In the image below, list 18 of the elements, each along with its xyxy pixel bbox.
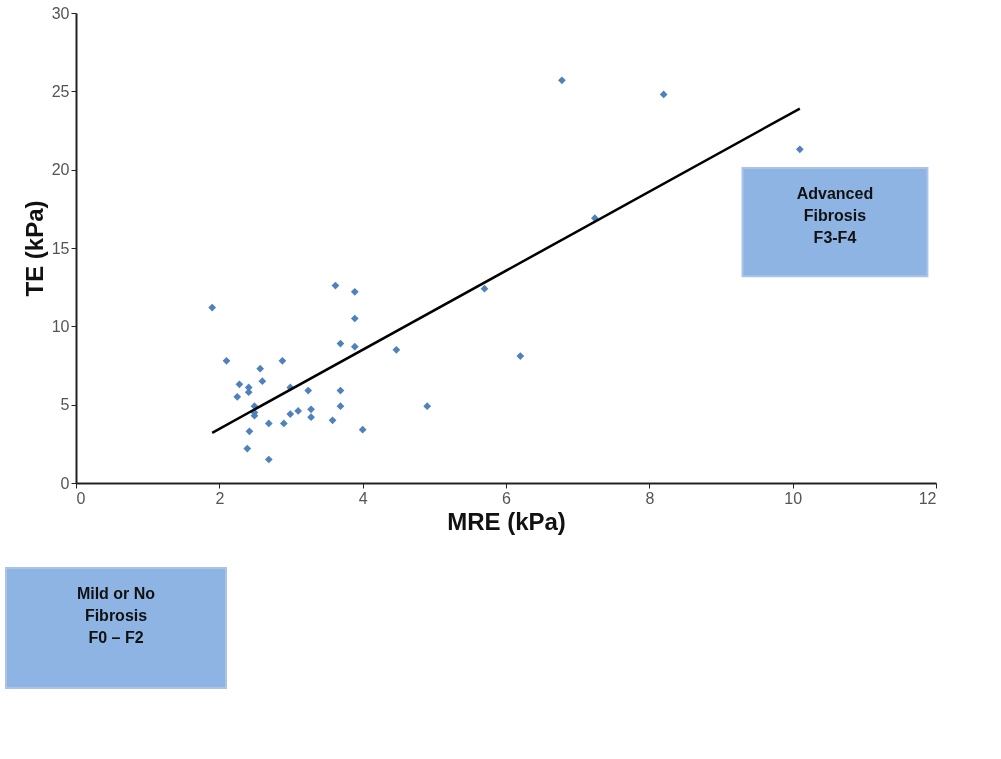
x-tick-label: 10	[784, 489, 803, 507]
annotation: Advanced Fibrosis F3-F4	[796, 185, 874, 247]
x-tick-label: 8	[645, 489, 655, 507]
x-tick-label: 12	[918, 489, 937, 507]
x-tick-label: 4	[358, 489, 368, 507]
x-axis-title: MRE (kPa)	[447, 507, 566, 535]
x-tick-label: 0	[76, 489, 86, 507]
y-tick-label: 10	[51, 317, 70, 335]
y-tick-label: 5	[60, 396, 70, 414]
text: Mild or No Fibrosis F0 – F2	[76, 585, 156, 646]
x-tick-label: 6	[502, 489, 512, 507]
y-tick-label: 30	[51, 4, 70, 22]
y-tick-label: 0	[60, 474, 70, 492]
y-tick-label: 15	[51, 239, 70, 257]
x-tick-label: 2	[215, 489, 225, 507]
y-tick-label: 25	[51, 82, 70, 100]
y-tick-label: 20	[51, 161, 70, 179]
y-axis-title: TE (kPa)	[20, 200, 48, 297]
